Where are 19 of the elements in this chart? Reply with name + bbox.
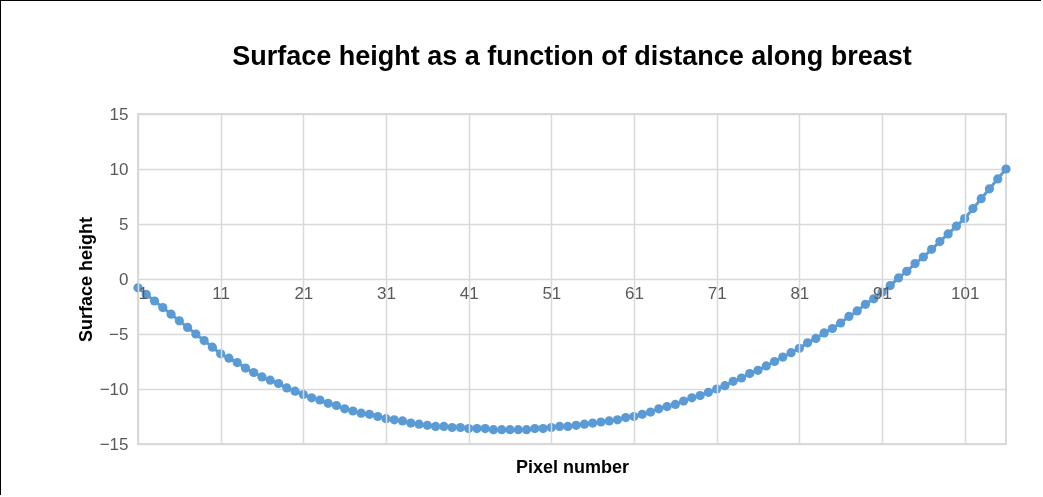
y-tick-label: 5: [119, 214, 129, 234]
y-tick-label: −5: [109, 324, 129, 344]
x-tick-label: 71: [707, 283, 727, 303]
x-tick-label: 81: [790, 283, 810, 303]
y-tick-label: 10: [109, 159, 129, 179]
x-tick-label: 51: [542, 283, 562, 303]
x-tick-label: 61: [625, 283, 644, 303]
x-axis-title: Pixel number: [515, 456, 630, 477]
x-tick-label: 41: [459, 283, 479, 303]
x-tick-label: 21: [294, 283, 314, 303]
y-tick-label: 15: [109, 104, 129, 124]
y-tick-label: −15: [99, 434, 129, 454]
chart-title: Surface height as a function of distance along breast: [232, 41, 912, 71]
x-tick-label: 31: [377, 283, 396, 303]
y-axis-title: Surface height: [75, 216, 96, 343]
x-tick-label: 11: [212, 283, 230, 303]
y-tick-label: 0: [119, 269, 129, 289]
x-tick-label: 101: [950, 283, 980, 303]
y-tick-label: −10: [99, 379, 129, 399]
